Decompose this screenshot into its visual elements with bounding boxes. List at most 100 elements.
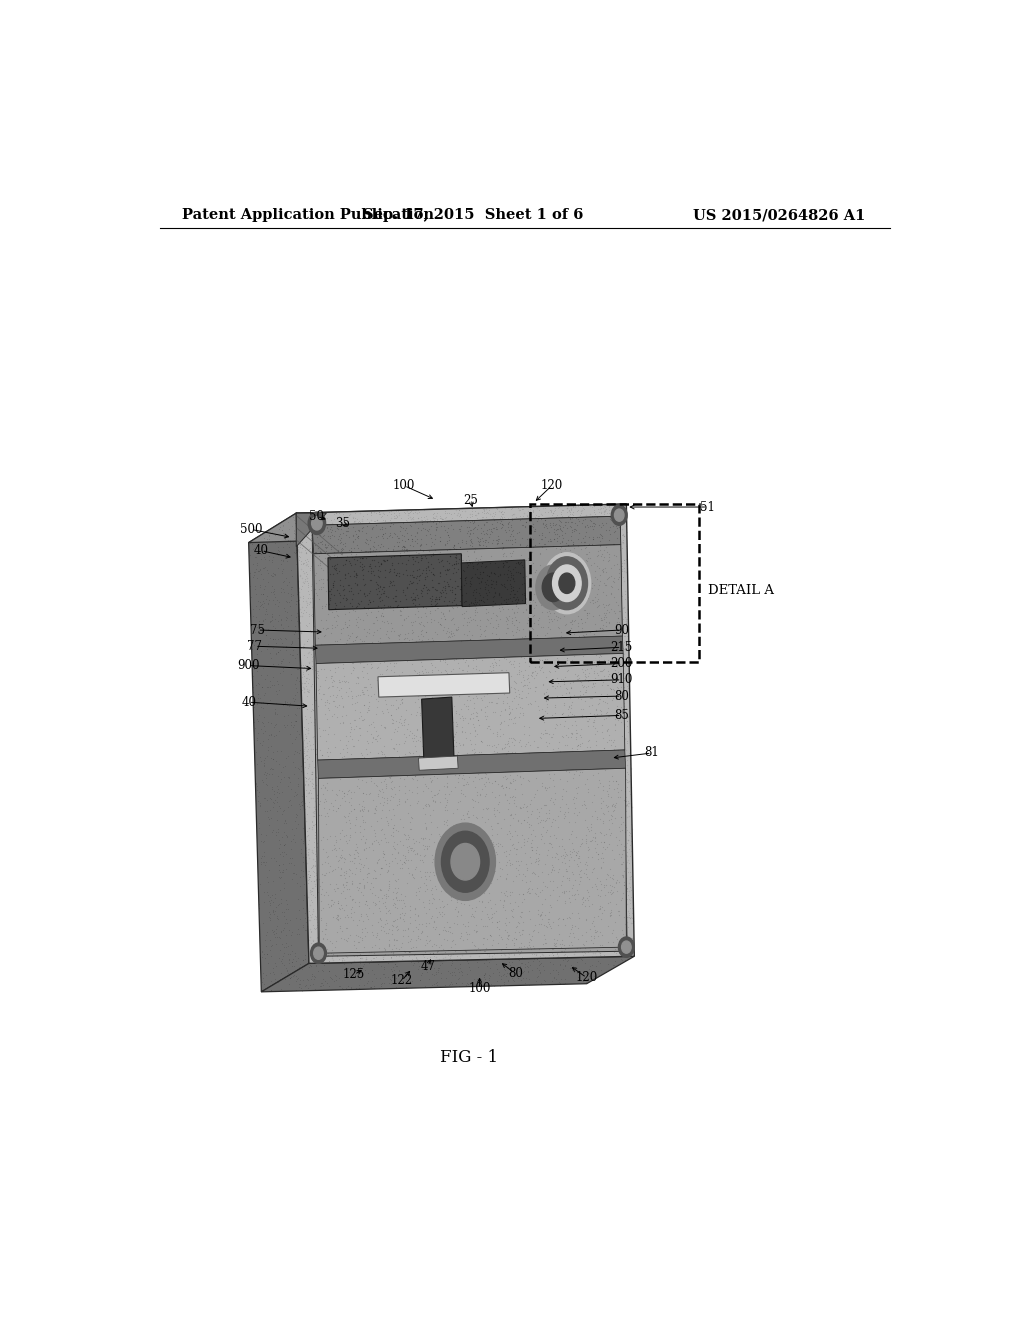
Point (563, 644, 580, 665)
Point (602, 799, 618, 820)
Point (481, 715, 498, 737)
Point (486, 506, 503, 527)
Point (589, 859, 605, 880)
Point (552, 535, 568, 556)
Point (501, 696, 517, 717)
Point (366, 820, 382, 841)
Point (539, 935, 555, 956)
Point (537, 813, 553, 834)
Point (594, 663, 610, 684)
Point (255, 697, 271, 718)
Point (535, 743, 551, 764)
Point (385, 738, 401, 759)
Point (526, 529, 543, 550)
Point (357, 590, 374, 611)
Point (474, 694, 490, 715)
Point (554, 614, 570, 635)
Point (558, 572, 574, 593)
Point (454, 722, 470, 743)
Point (314, 937, 331, 958)
Point (331, 876, 347, 898)
Point (392, 689, 409, 710)
Point (564, 619, 581, 640)
Point (389, 631, 406, 652)
Point (582, 903, 598, 924)
Point (459, 587, 475, 609)
Point (332, 671, 348, 692)
Point (359, 939, 376, 960)
Point (426, 624, 442, 645)
Point (539, 626, 555, 647)
Point (544, 820, 560, 841)
Point (439, 789, 456, 810)
Point (562, 537, 579, 558)
Point (380, 711, 396, 733)
Point (460, 916, 476, 937)
Point (415, 737, 431, 758)
Point (449, 609, 465, 630)
Point (263, 725, 280, 746)
Point (301, 606, 317, 627)
Point (461, 719, 477, 741)
Point (564, 704, 581, 725)
Point (500, 539, 516, 560)
Point (541, 673, 557, 694)
Point (483, 689, 500, 710)
Point (451, 750, 467, 771)
Point (479, 685, 496, 706)
Point (334, 861, 350, 882)
Point (442, 627, 459, 648)
Point (452, 590, 468, 611)
Point (351, 799, 368, 820)
Point (382, 751, 398, 772)
Point (476, 896, 493, 917)
Point (339, 904, 355, 925)
Point (462, 793, 478, 814)
Point (433, 540, 450, 561)
Point (351, 920, 368, 941)
Point (542, 772, 558, 793)
Point (403, 578, 420, 599)
Point (556, 867, 572, 888)
Point (548, 713, 564, 734)
Point (262, 723, 279, 744)
Point (414, 921, 430, 942)
Point (573, 521, 590, 543)
Point (359, 935, 376, 956)
Point (426, 570, 442, 591)
Point (556, 805, 572, 826)
Point (457, 940, 473, 961)
Point (614, 664, 631, 685)
Point (514, 624, 530, 645)
Point (325, 656, 341, 677)
Point (531, 937, 548, 958)
Point (543, 627, 559, 648)
Point (373, 527, 389, 548)
Point (326, 723, 342, 744)
Point (585, 519, 601, 540)
Point (547, 623, 563, 644)
Point (368, 606, 384, 627)
Point (439, 711, 456, 733)
Point (455, 817, 471, 838)
Point (352, 810, 369, 832)
Point (371, 611, 387, 632)
Point (535, 700, 551, 721)
Point (592, 619, 608, 640)
Point (531, 548, 548, 569)
Point (566, 678, 583, 700)
Point (443, 528, 460, 549)
Point (406, 925, 422, 946)
Point (529, 878, 546, 899)
Point (571, 892, 588, 913)
Point (324, 638, 340, 659)
Point (552, 517, 568, 539)
Point (504, 913, 520, 935)
Point (488, 746, 505, 767)
Point (324, 774, 340, 795)
Point (261, 809, 278, 830)
Point (441, 887, 458, 908)
Point (321, 656, 337, 677)
Point (484, 898, 501, 919)
Point (294, 606, 310, 627)
